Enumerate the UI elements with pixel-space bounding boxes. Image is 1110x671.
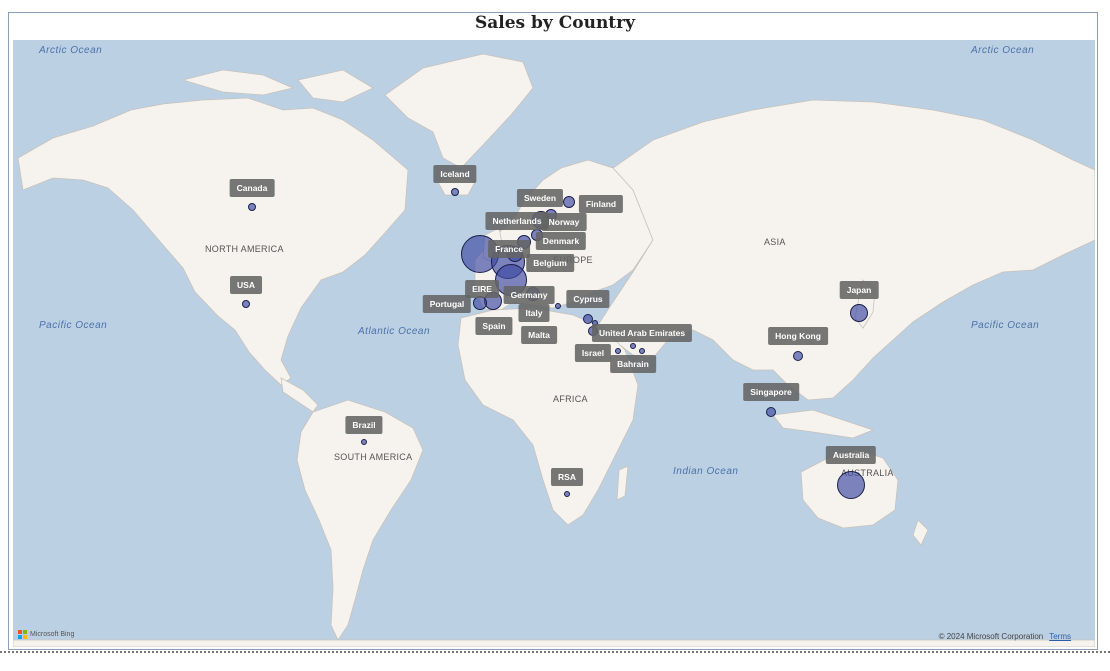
ocean-label: Pacific Ocean bbox=[39, 320, 108, 331]
sales-bubble[interactable] bbox=[850, 304, 868, 322]
country-label[interactable]: Italy bbox=[518, 304, 550, 322]
sales-bubble[interactable] bbox=[555, 303, 561, 309]
country-label[interactable]: USA bbox=[230, 276, 262, 294]
ocean-label: Arctic Ocean bbox=[971, 45, 1035, 56]
sales-bubble[interactable] bbox=[361, 439, 367, 445]
sales-bubble[interactable] bbox=[630, 343, 636, 349]
country-label[interactable]: RSA bbox=[551, 468, 583, 486]
new-zealand bbox=[912, 519, 929, 546]
microsoft-bing-logo: Microsoft Bing bbox=[18, 630, 74, 639]
world-map[interactable]: Arctic Ocean Arctic Ocean Pacific Ocean Atl… bbox=[13, 40, 1095, 647]
africa bbox=[457, 307, 639, 526]
country-label[interactable]: Germany bbox=[503, 286, 555, 304]
continent-label: SOUTH AMERICA bbox=[334, 452, 413, 462]
sales-bubble[interactable] bbox=[563, 196, 575, 208]
country-label[interactable]: Malta bbox=[521, 326, 557, 344]
arctic-islands bbox=[181, 69, 295, 96]
country-label[interactable]: Cyprus bbox=[566, 290, 610, 308]
antarctica-edge bbox=[13, 639, 1095, 647]
country-label[interactable]: Finland bbox=[578, 195, 624, 213]
ocean-label: Atlantic Ocean bbox=[358, 326, 431, 337]
continent-label: AFRICA bbox=[553, 394, 588, 404]
country-label[interactable]: Australia bbox=[825, 446, 877, 464]
country-label[interactable]: Canada bbox=[229, 179, 275, 197]
country-label[interactable]: Hong Kong bbox=[768, 327, 828, 345]
country-label[interactable]: Denmark bbox=[535, 232, 587, 250]
sales-bubble[interactable] bbox=[793, 351, 803, 361]
ocean-label: Indian Ocean bbox=[673, 466, 739, 477]
sales-bubble[interactable] bbox=[639, 348, 645, 354]
terms-link[interactable]: Terms bbox=[1049, 632, 1071, 641]
continent-label: ASIA bbox=[764, 237, 786, 247]
country-label[interactable]: Netherlands bbox=[485, 212, 549, 230]
map-attribution: © 2024 Microsoft Corporation Terms bbox=[939, 632, 1071, 641]
sales-bubble[interactable] bbox=[583, 314, 593, 324]
continent-label: AUSTRALIA bbox=[841, 468, 894, 478]
sales-bubble[interactable] bbox=[248, 203, 256, 211]
sales-bubble[interactable] bbox=[615, 348, 621, 354]
sales-bubble[interactable] bbox=[473, 296, 487, 310]
indonesia bbox=[772, 409, 875, 439]
ocean-label: Pacific Ocean bbox=[971, 320, 1040, 331]
sales-bubble[interactable] bbox=[451, 188, 459, 196]
country-label[interactable]: Portugal bbox=[422, 295, 472, 313]
arctic-islands-2 bbox=[297, 69, 374, 103]
ocean-label: Arctic Ocean bbox=[39, 45, 103, 56]
madagascar bbox=[616, 465, 629, 501]
north-america bbox=[17, 97, 409, 386]
country-label[interactable]: Belgium bbox=[526, 254, 574, 272]
country-label[interactable]: Bahrain bbox=[610, 355, 656, 373]
country-label[interactable]: Brazil bbox=[345, 416, 383, 434]
country-label[interactable]: France bbox=[488, 240, 530, 258]
country-label[interactable]: Sweden bbox=[516, 189, 564, 207]
greenland bbox=[384, 53, 534, 169]
country-label[interactable]: Japan bbox=[839, 281, 879, 299]
country-label[interactable]: Singapore bbox=[743, 383, 799, 401]
sales-bubble[interactable] bbox=[564, 491, 570, 497]
chart-title: Sales by Country bbox=[474, 13, 635, 33]
sales-bubble[interactable] bbox=[766, 407, 776, 417]
page-divider bbox=[0, 651, 1110, 653]
country-label[interactable]: United Arab Emirates bbox=[591, 324, 693, 342]
country-label[interactable]: Norway bbox=[541, 213, 587, 231]
country-label[interactable]: Iceland bbox=[433, 165, 477, 183]
country-label[interactable]: EIRE bbox=[465, 280, 499, 298]
sales-bubble[interactable] bbox=[242, 300, 250, 308]
microsoft-logo-icon bbox=[18, 630, 27, 639]
south-america bbox=[296, 399, 424, 641]
bing-brand-label: Microsoft Bing bbox=[30, 631, 75, 638]
country-label[interactable]: Spain bbox=[475, 317, 513, 335]
asia bbox=[597, 99, 1095, 401]
country-label[interactable]: Israel bbox=[574, 344, 612, 362]
copyright-text: © 2024 Microsoft Corporation bbox=[938, 632, 1044, 641]
continent-label: NORTH AMERICA bbox=[205, 244, 284, 254]
central-america bbox=[280, 377, 319, 413]
sales-bubble[interactable] bbox=[837, 471, 865, 499]
